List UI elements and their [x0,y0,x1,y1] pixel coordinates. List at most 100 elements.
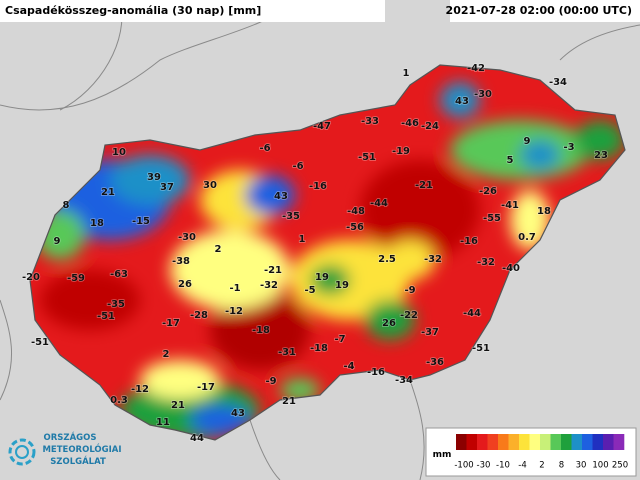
station-value: -21 [415,180,433,191]
station-value: -33 [361,116,379,127]
station-value: 44 [190,433,204,444]
station-value: -51 [472,343,490,354]
station-value: -31 [278,347,296,358]
station-value: -30 [178,232,196,243]
legend-swatch [466,434,478,450]
station-value: -28 [190,310,208,321]
station-value: -51 [97,311,115,322]
logo-text: SZOLGÁLAT [50,455,106,467]
station-value: 23 [594,150,608,161]
station-value: -47 [313,121,331,132]
station-value: 9 [54,236,61,247]
timestamp: 2021-07-28 02:00 (00:00 UTC) [446,4,632,17]
legend-swatch [571,434,583,450]
station-value: 39 [147,172,161,183]
station-value: 2.5 [378,254,396,265]
station-value: -56 [346,222,364,233]
station-value: -18 [252,325,270,336]
legend-label: -10 [496,461,510,471]
station-value: -1 [229,283,240,294]
title: Csapadékösszeg-anomália (30 nap) [mm] [5,4,261,17]
station-value: -32 [477,257,495,268]
legend-swatch [592,434,604,450]
station-value: -34 [395,375,413,386]
station-value: -3 [563,142,574,153]
station-value: 10 [112,147,126,158]
station-value: -7 [334,334,345,345]
station-value: -16 [367,367,385,378]
station-value: -59 [67,273,85,284]
legend-label: -100 [454,461,473,471]
legend-swatch [550,434,562,450]
station-value: -20 [22,272,40,283]
station-value: 43 [274,191,288,202]
station-value: -9 [404,285,415,296]
timestamp-box [450,0,640,22]
logo-text: ORSZÁGOS [44,431,97,443]
legend-swatch [613,434,625,450]
station-value: -44 [370,198,388,209]
station-value: -35 [107,299,125,310]
station-value: 2 [163,349,170,360]
logo-text: METEOROLÓGIAI [42,443,121,455]
station-value: -16 [460,236,478,247]
station-value: 5 [507,155,514,166]
station-value: -34 [549,77,567,88]
station-value: 21 [282,396,296,407]
legend-unit: mm [433,450,452,460]
station-value: -48 [347,206,365,217]
legend-swatch [540,434,551,450]
station-value: -4 [343,361,354,372]
station-value: -12 [131,384,149,395]
station-value: -51 [31,337,49,348]
station-value: 11 [156,417,170,428]
station-value: -35 [282,211,300,222]
station-value: 19 [315,272,329,283]
legend-swatch [529,434,541,450]
station-value: 43 [231,408,245,419]
station-value: 21 [101,187,115,198]
legend-swatch [498,434,509,450]
station-value: -51 [358,152,376,163]
legend-swatch [487,434,499,450]
station-value: -24 [421,121,439,132]
station-value: -41 [501,200,519,211]
station-value: -55 [483,213,501,224]
legend-swatch [603,434,614,450]
legend-swatch [456,434,467,450]
legend-label: 30 [576,461,587,471]
station-value: -17 [162,318,180,329]
legend-label: -30 [477,461,491,471]
title-box [0,0,385,22]
station-value: -30 [474,89,492,100]
station-value: 21 [171,400,185,411]
station-value: -6 [292,161,303,172]
station-value: 1 [403,68,410,79]
legend-swatch [561,434,572,450]
station-value: -36 [426,357,444,368]
station-value: 18 [90,218,104,229]
station-value: -37 [421,327,439,338]
station-value: -32 [260,280,278,291]
station-value: 0.7 [518,232,536,243]
logo: ORSZÁGOS METEOROLÓGIAI SZOLGÁLAT [8,431,122,467]
legend-swatch [582,434,593,450]
station-value: -18 [310,343,328,354]
station-value: -26 [479,186,497,197]
station-value: 1 [299,234,306,245]
station-value: -46 [401,118,419,129]
station-value: 8 [63,200,70,211]
station-value: 0.3 [110,395,128,406]
legend-label: 2 [539,461,544,471]
station-value: -44 [463,308,481,319]
station-value: 26 [178,279,192,290]
legend-swatch [508,434,520,450]
station-value: 43 [455,96,469,107]
station-value: -9 [265,376,276,387]
station-value: 19 [335,280,349,291]
station-value: -16 [309,181,327,192]
legend-label: 8 [559,461,564,471]
station-value: 18 [537,206,551,217]
